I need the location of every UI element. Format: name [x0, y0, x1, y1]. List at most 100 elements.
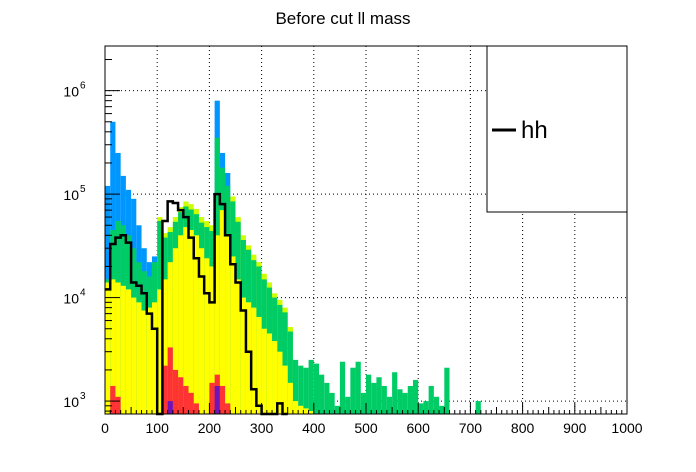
- bar-layer-3: [256, 316, 262, 414]
- y-tick-exponent: 5: [80, 184, 86, 195]
- bar-layer-3: [120, 285, 126, 414]
- bar-layer-3: [261, 328, 267, 414]
- bar-layer-2: [350, 367, 356, 414]
- y-tick-exponent: 3: [80, 391, 86, 402]
- bar-layer-3: [204, 258, 210, 414]
- bar-layer-3: [277, 351, 283, 414]
- bar-layer-3: [110, 279, 116, 414]
- bar-layer-3: [240, 297, 246, 414]
- bar-layer-2: [475, 401, 481, 414]
- bar-layer-2: [324, 382, 330, 414]
- bar-layer-3: [266, 333, 273, 414]
- bar-layer-3: [198, 248, 205, 414]
- bar-layer-3: [230, 256, 236, 414]
- bar-layer-3: [183, 227, 189, 414]
- bar-layer-2: [381, 385, 387, 414]
- bar-layer-2: [319, 374, 325, 414]
- bar-layer-3: [245, 302, 252, 414]
- x-tick-label: 500: [354, 420, 378, 436]
- bar-layer-2: [308, 359, 314, 414]
- bar-layer-2: [444, 367, 450, 414]
- bar-layer-4: [183, 385, 189, 414]
- y-tick-label: 10: [63, 187, 79, 203]
- bar-layer-2: [339, 361, 346, 414]
- bar-layer-2: [433, 396, 440, 414]
- bar-layer-2: [402, 392, 408, 414]
- bar-layer-3: [188, 230, 194, 414]
- bar-layer-3: [157, 289, 163, 414]
- bar-layer-5: [167, 401, 173, 414]
- bar-layer-4: [162, 365, 168, 414]
- bar-layer-3: [125, 289, 132, 414]
- x-tick-label: 100: [146, 420, 170, 436]
- bar-layer-4: [110, 385, 116, 414]
- bar-layer-2: [282, 312, 288, 414]
- y-tick-exponent: 6: [80, 81, 86, 92]
- series-lines: [105, 192, 288, 416]
- bar-layer-3: [219, 210, 226, 414]
- bar-layer-3: [292, 401, 299, 414]
- bar-layer-4: [219, 385, 226, 414]
- bar-layer-3: [303, 408, 309, 414]
- bar-layer-2: [386, 396, 393, 414]
- chart-title: Before cut ll mass: [275, 9, 410, 28]
- bar-layer-2: [392, 372, 398, 414]
- bar-layer-3: [193, 235, 199, 414]
- bar-layer-3: [287, 382, 293, 414]
- bar-layer-2: [407, 385, 413, 414]
- legend: hh: [486, 45, 628, 213]
- bar-layer-3: [251, 307, 257, 414]
- y-tick-label: 10: [63, 291, 79, 307]
- bar-layer-3: [105, 282, 111, 414]
- bar-layer-3: [282, 365, 288, 414]
- bar-layer-2: [334, 405, 340, 414]
- bar-layer-2: [355, 361, 361, 414]
- bar-layer-3: [151, 302, 158, 414]
- bar-layer-2: [428, 385, 434, 414]
- bar-layer-4: [172, 369, 179, 414]
- x-tick-label: 400: [302, 420, 326, 436]
- bar-layer-2: [439, 405, 445, 414]
- bar-layer-4: [225, 403, 231, 414]
- bar-layer-2: [376, 377, 382, 414]
- x-tick-label: 900: [563, 420, 587, 436]
- bar-layer-4: [178, 377, 184, 414]
- bar-layer-3: [225, 235, 231, 414]
- bar-layer-3: [214, 235, 220, 414]
- bar-layer-2: [423, 401, 429, 414]
- bar-layer-2: [360, 392, 366, 414]
- bar-layer-2: [292, 359, 299, 414]
- bar-layer-5: [214, 385, 220, 414]
- y-tick-exponent: 4: [80, 288, 86, 299]
- bar-layer-3: [172, 248, 179, 414]
- bar-layer-2: [366, 374, 372, 414]
- x-tick-label: 200: [198, 420, 222, 436]
- bar-layer-2: [329, 392, 335, 414]
- y-tick-label: 10: [63, 394, 79, 410]
- bar-layer-2: [287, 331, 293, 414]
- legend-label-hh: hh: [521, 117, 548, 144]
- bar-layer-3: [272, 341, 278, 414]
- x-tick-label: 0: [101, 420, 109, 436]
- bar-layer-3: [308, 411, 314, 414]
- bar-layer-3: [235, 279, 241, 414]
- bar-layer-3: [209, 266, 215, 414]
- stacked-bars: [105, 100, 481, 415]
- y-tick-label: 10: [63, 84, 79, 100]
- x-tick-label: 700: [459, 420, 483, 436]
- bar-layer-3: [298, 405, 304, 414]
- x-tick-label: 300: [250, 420, 274, 436]
- bar-layer-2: [418, 403, 424, 414]
- bar-layer-4: [188, 392, 194, 414]
- bar-layer-3: [115, 282, 121, 414]
- bar-layer-4: [193, 403, 199, 414]
- series-line-hh: [105, 192, 288, 416]
- bar-layer-3: [162, 279, 168, 414]
- bar-layer-2: [371, 382, 377, 414]
- bar-layer-2: [412, 379, 419, 414]
- bar-layer-4: [209, 382, 215, 414]
- x-axis: 0 100 200 300 400 500 600 700 800 900 1000: [101, 403, 643, 436]
- bar-layer-3: [167, 262, 173, 414]
- bar-layer-3: [178, 235, 184, 414]
